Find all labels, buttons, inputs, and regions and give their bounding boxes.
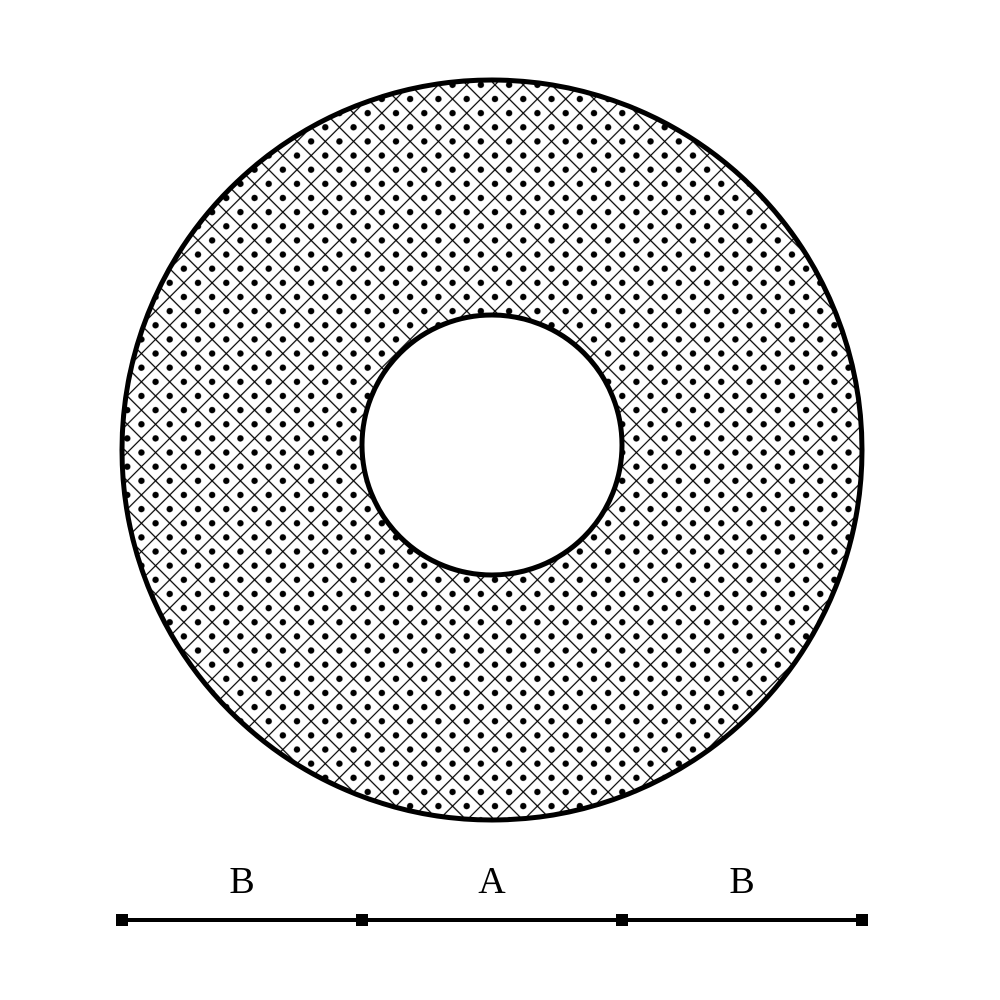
dim-label-b-left: B (229, 859, 254, 903)
annulus-svg (0, 0, 1000, 1000)
dim-label-b-right: B (729, 859, 754, 903)
diagram-canvas: B A B (0, 0, 1000, 1000)
dim-label-a: A (478, 859, 505, 903)
